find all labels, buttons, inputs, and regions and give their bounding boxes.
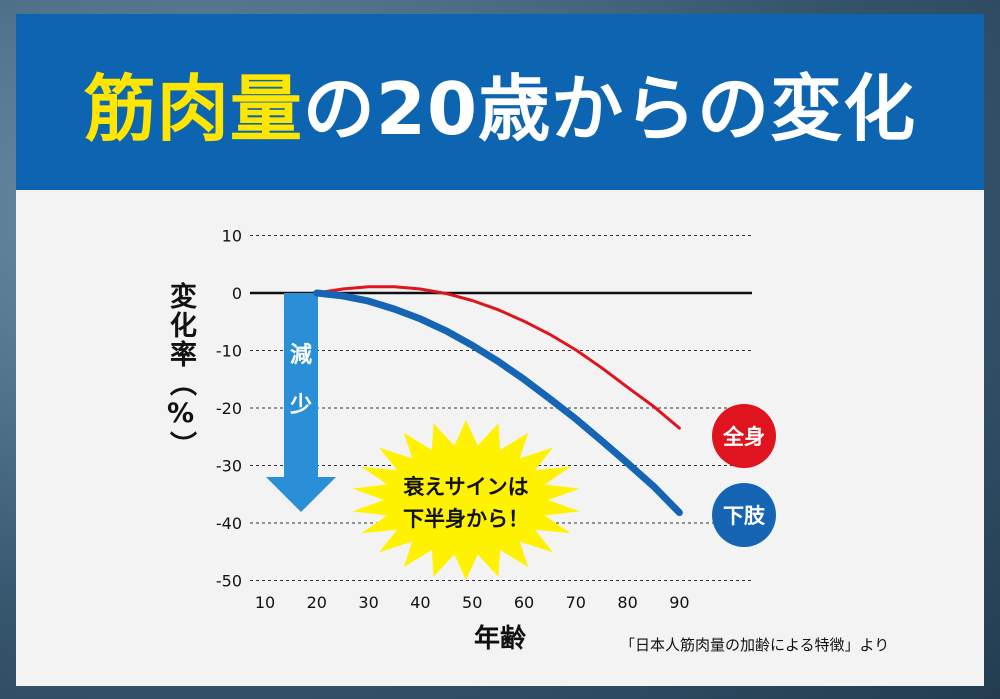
x-tick-label: 30 [358, 593, 378, 612]
chart-panel [16, 190, 984, 686]
burst-text-line: 下半身から！ [403, 507, 529, 531]
y-tick-label: -30 [216, 457, 242, 476]
series-badge-circle [712, 483, 776, 547]
y-tick-label: 10 [222, 227, 242, 246]
title-rest: の20歳からの変化 [302, 66, 917, 151]
arrow-label-char: 少 [289, 393, 312, 418]
series-line-whole-body [315, 285, 681, 430]
decrease-arrow-shape [266, 293, 336, 512]
decrease-arrow: 減少 [266, 293, 336, 512]
x-axis-label: 年齢 [473, 624, 526, 654]
y-tick-label: -10 [216, 342, 242, 361]
series-lines [313, 285, 683, 517]
title-banner: 筋肉量の20歳からの変化 [16, 14, 984, 190]
series-badge-circle [712, 404, 776, 468]
y-tick-label: 0 [232, 284, 242, 303]
x-tick-label: 80 [617, 593, 637, 612]
y-tick-label: -40 [216, 514, 242, 533]
x-tick-label: 70 [566, 593, 586, 612]
series-badge-label: 下肢 [723, 504, 766, 528]
title-highlight: 筋肉量 [83, 66, 303, 151]
x-tick-label: 50 [462, 593, 482, 612]
source-note: 「日本人筋肉量の加齢による特徴」より [620, 636, 890, 654]
x-tick-labels: 10 20 30 40 50 60 70 80 90 [255, 593, 690, 612]
page-title: 筋肉量の20歳からの変化 [84, 50, 916, 155]
x-tick-label: 60 [514, 593, 534, 612]
x-tick-label: 40 [410, 593, 430, 612]
burst-text-line: 衰えサインは [403, 475, 528, 499]
burst-shape [352, 420, 580, 580]
x-tick-label: 20 [307, 593, 327, 612]
series-line-lower-limbs [313, 289, 683, 517]
arrow-label-char: 減 [290, 343, 312, 368]
y-tick-label: -50 [216, 572, 242, 591]
x-tick-label: 90 [669, 593, 689, 612]
y-axis-label: 変化率（%） [165, 282, 196, 460]
y-tick-labels: 10 0 -10 -20 -30 -40 -50 [216, 227, 242, 591]
series-badge-label: 全身 [722, 425, 765, 449]
x-tick-label: 10 [255, 593, 275, 612]
y-tick-label: -20 [216, 399, 242, 418]
